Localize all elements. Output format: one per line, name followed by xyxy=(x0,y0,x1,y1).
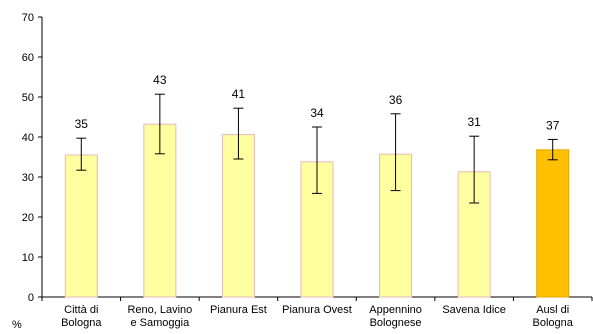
bar xyxy=(64,154,98,298)
data-label: 43 xyxy=(153,73,167,87)
y-tick-label: 20 xyxy=(22,212,34,224)
x-tick-label: Savena Idice xyxy=(442,304,506,316)
category-labels: Città di Bologna Reno, Lavino e Samoggia Pia… xyxy=(61,304,574,329)
x-tick-label: Appennino Bolognese xyxy=(369,304,422,329)
data-label: 37 xyxy=(546,118,560,132)
bar xyxy=(536,149,570,298)
x-tick-label: Città di Bologna xyxy=(61,304,102,329)
data-label: 31 xyxy=(467,115,481,129)
y-axis: 0 10 20 30 40 50 60 70 xyxy=(22,12,43,304)
y-tick-label: 60 xyxy=(22,52,34,64)
data-label: 35 xyxy=(75,117,89,131)
data-label: 34 xyxy=(310,106,324,120)
value-labels: 35 43 41 34 36 31 37 xyxy=(75,73,560,132)
y-unit-label: % xyxy=(12,319,22,331)
y-tick-label: 0 xyxy=(28,292,34,304)
x-tick-label: Ausl di Bologna xyxy=(533,304,574,329)
x-axis xyxy=(41,296,593,301)
y-tick-label: 40 xyxy=(22,132,34,144)
y-tick-label: 50 xyxy=(22,92,34,104)
data-label: 36 xyxy=(389,93,403,107)
error-bars xyxy=(76,93,558,204)
y-tick-label: 30 xyxy=(22,172,34,184)
x-tick-label: Pianura Est xyxy=(210,304,267,316)
data-label: 41 xyxy=(232,87,246,101)
x-tick-label: Pianura Ovest xyxy=(282,304,352,316)
y-tick-label: 70 xyxy=(22,12,34,24)
x-tick-label: Reno, Lavino e Samoggia xyxy=(127,304,192,329)
y-tick-label: 10 xyxy=(22,252,34,264)
